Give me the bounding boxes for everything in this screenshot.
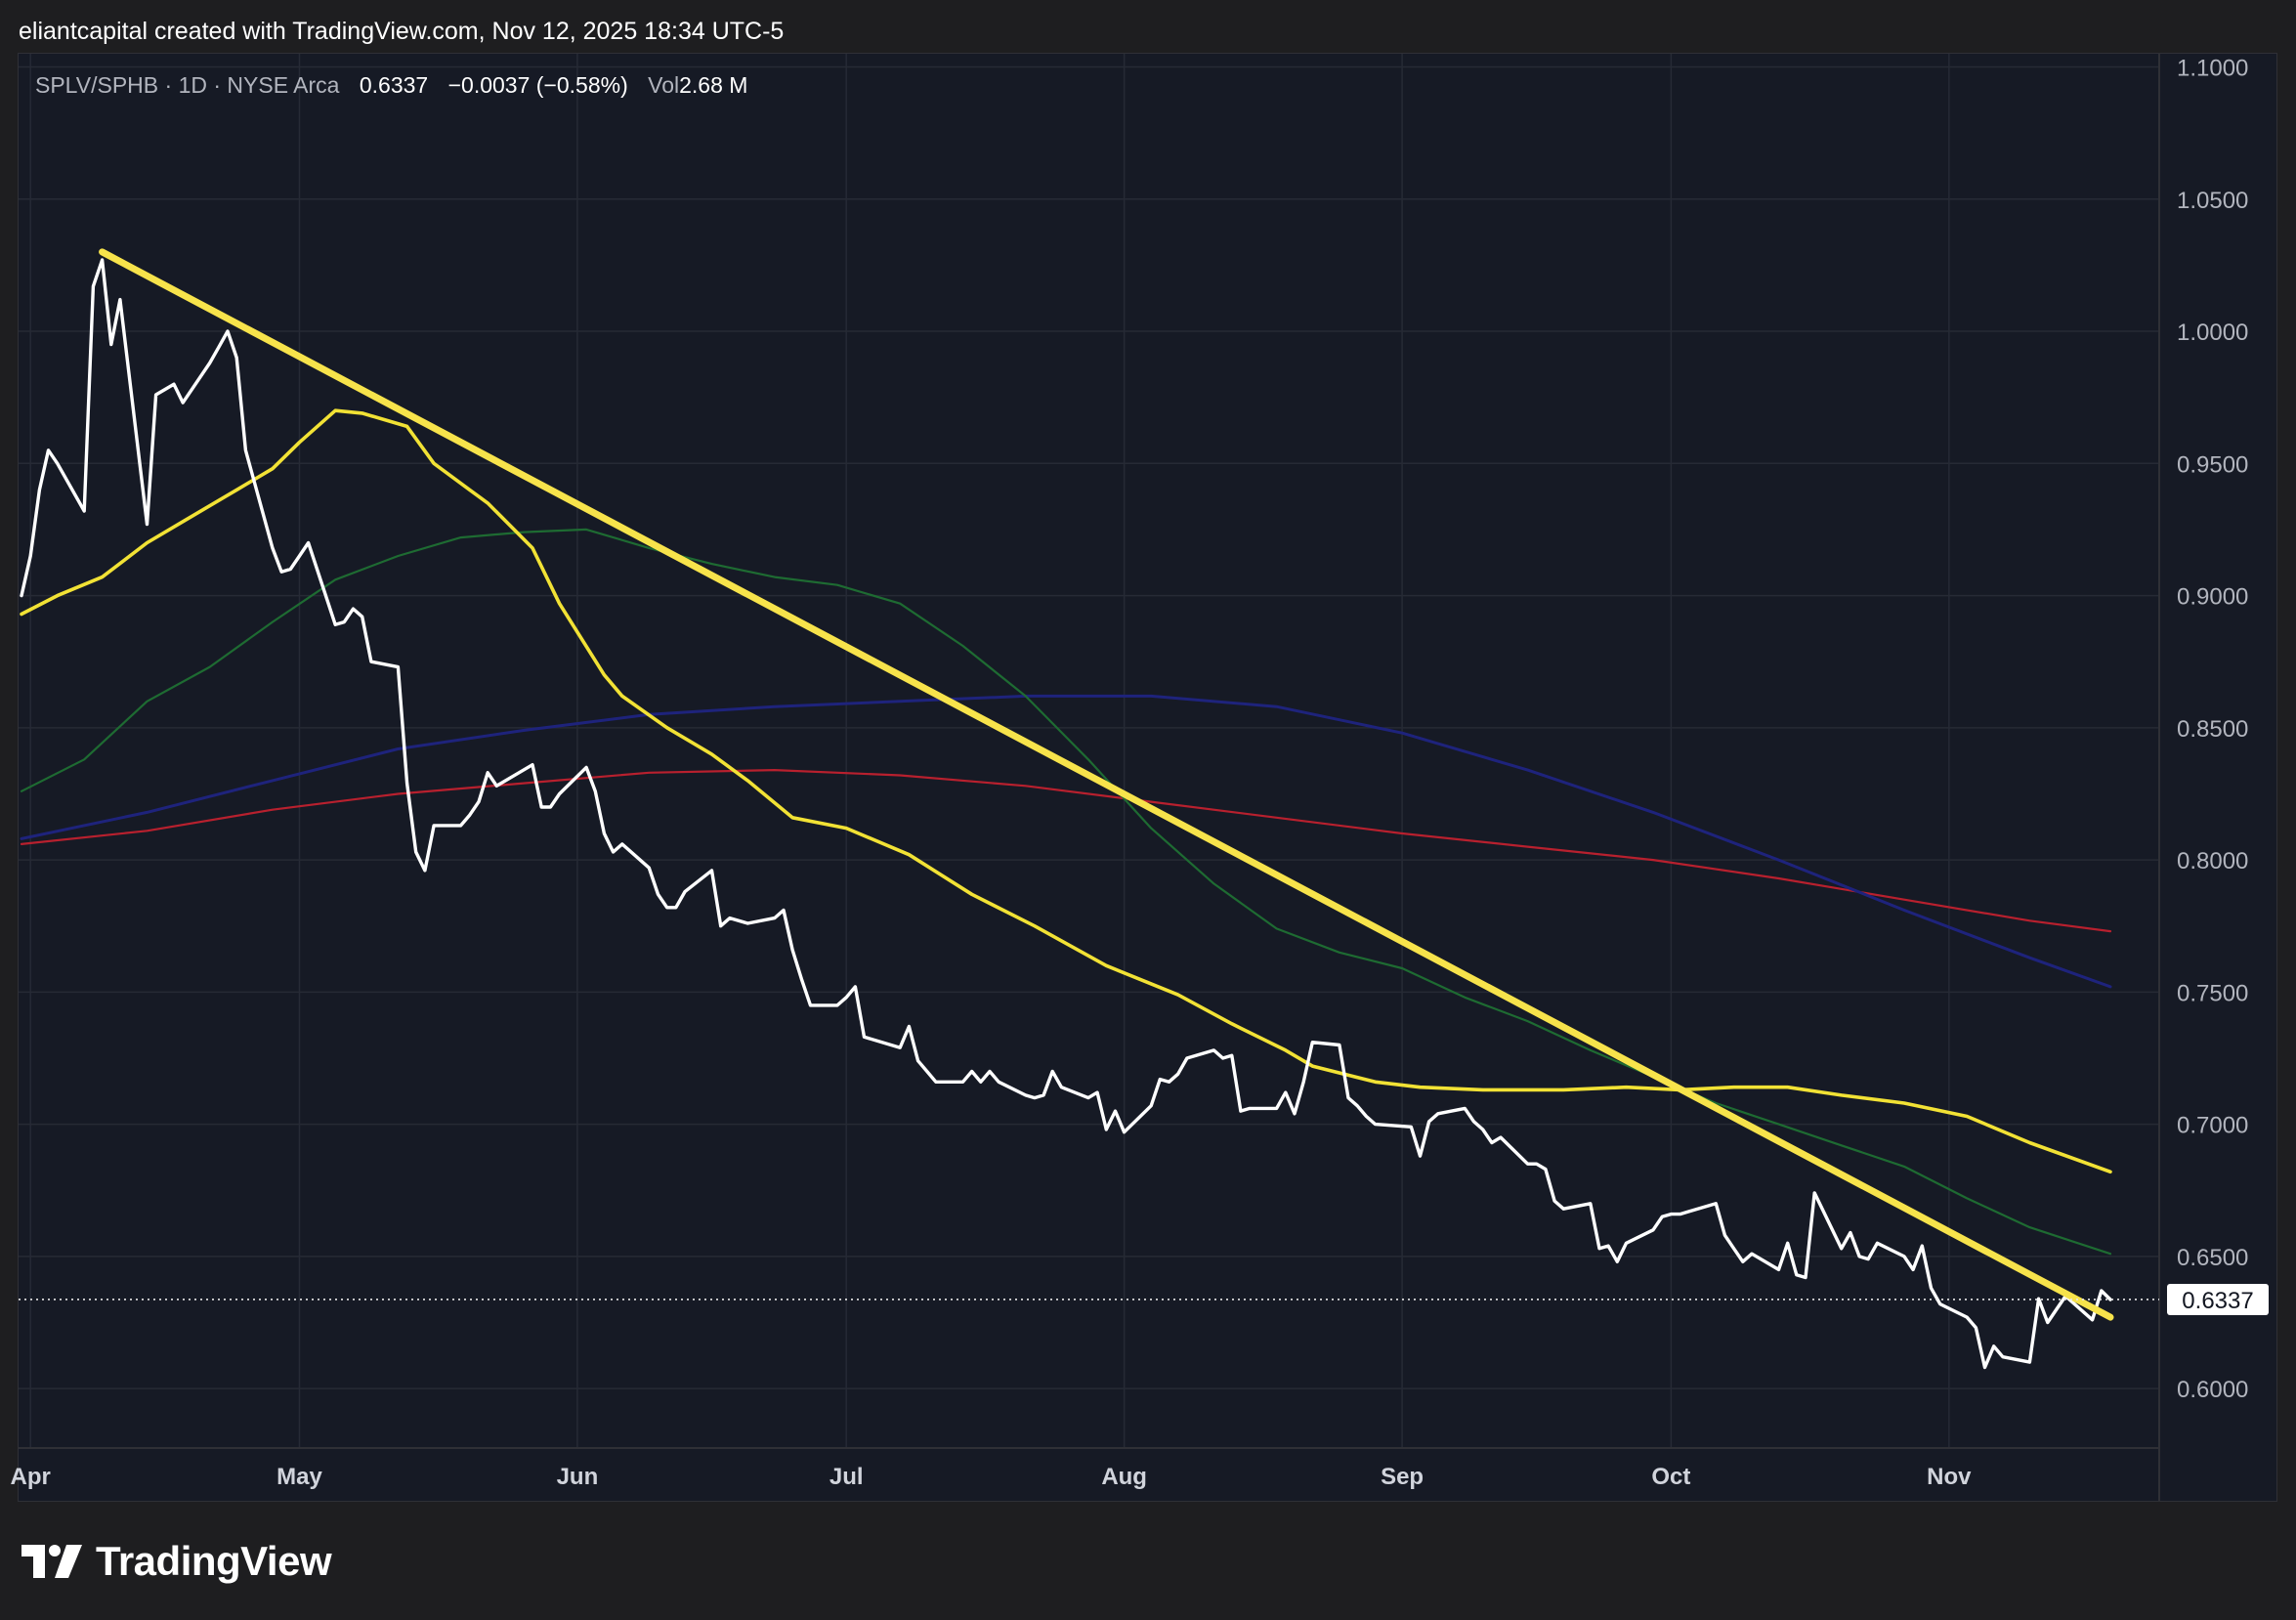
series-ma-mid-line: [20, 528, 2112, 1256]
y-tick-label: 0.9000: [2177, 584, 2248, 611]
series-price-line: [20, 258, 2112, 1370]
brand-name: TradingView: [96, 1538, 332, 1584]
y-tick-label: 0.9500: [2177, 451, 2248, 478]
trendline[interactable]: [99, 248, 2114, 1321]
plot-background: [19, 54, 2159, 1448]
legend-last-price: 0.6337: [359, 72, 429, 98]
legend-change: −0.0037 (−0.58%): [447, 72, 628, 98]
legend-symbol[interactable]: SPLV/SPHB · 1D · NYSE Arca: [35, 72, 340, 98]
series-ma-long-line: [20, 769, 2112, 933]
chart-legend: SPLV/SPHB · 1D · NYSE Arca 0.6337 −0.003…: [35, 72, 747, 99]
grid-lines: [19, 54, 2159, 1448]
y-tick-label: 0.6500: [2177, 1245, 2248, 1271]
y-tick-label: 0.7000: [2177, 1113, 2248, 1139]
tradingview-brand[interactable]: TradingView: [21, 1534, 332, 1589]
x-tick-label: Sep: [1381, 1464, 1424, 1490]
x-tick-label: Aug: [1101, 1464, 1147, 1490]
x-tick-label: Oct: [1651, 1464, 1690, 1490]
y-tick-label: 0.8000: [2177, 848, 2248, 874]
legend-volume-label: Vol: [648, 72, 680, 98]
series-layer: [20, 248, 2114, 1370]
x-tick-label: Apr: [11, 1464, 51, 1490]
x-tick-label: May: [276, 1464, 322, 1490]
chart-credit: eliantcapital created with TradingView.c…: [19, 18, 785, 45]
top-bar: eliantcapital created with TradingView.c…: [0, 0, 2296, 55]
axes: 1.1000 1.0500 1.0000 0.9500 0.9000 0.8500 0.80…: [11, 54, 2269, 1502]
y-tick-label: 1.0500: [2177, 188, 2248, 214]
last-price-label: 0.6337: [2182, 1288, 2253, 1314]
x-tick-label: Jul: [829, 1464, 864, 1490]
series-ma-fast-line: [20, 408, 2112, 1174]
x-tick-label: Jun: [557, 1464, 599, 1490]
y-tick-label: 1.1000: [2177, 56, 2248, 82]
y-tick-label: 0.7500: [2177, 980, 2248, 1006]
series-ma-slow-line: [20, 694, 2112, 989]
y-tick-label: 1.0000: [2177, 320, 2248, 346]
x-tick-label: Nov: [1927, 1464, 1972, 1490]
y-tick-label: 0.8500: [2177, 716, 2248, 743]
tradingview-logo-icon: [21, 1545, 82, 1578]
y-tick-label: 0.6000: [2177, 1377, 2248, 1403]
legend-volume-value: 2.68 M: [679, 72, 748, 98]
last-price-badge: [2167, 1283, 2269, 1315]
